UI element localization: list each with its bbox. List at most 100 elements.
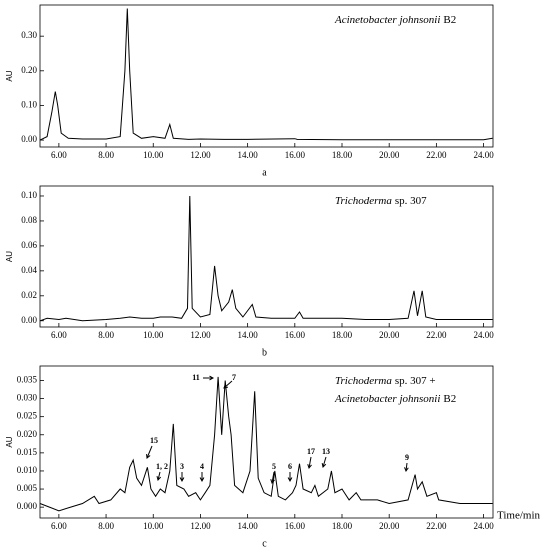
- annotation: Trichoderma sp. 307 +: [335, 375, 436, 387]
- annotation: Acinetobacter johnsonii B2: [334, 14, 456, 26]
- x-tick-label: 10.00: [143, 521, 164, 531]
- x-tick-label: 22.00: [426, 521, 447, 531]
- x-tick-label: 22.00: [426, 330, 447, 340]
- x-tick-label: 24.00: [473, 330, 494, 340]
- peak-label: 17: [307, 447, 315, 456]
- peak-arrowhead: [321, 462, 327, 468]
- peak-arrow: [322, 456, 327, 468]
- annotation-part: Acinetobacter johnsonii: [334, 393, 440, 405]
- x-tick-label: 18.00: [332, 150, 353, 160]
- chromatogram-line: [39, 376, 493, 512]
- x-axis-label: Time/min: [497, 510, 540, 522]
- y-tick-label: 0.00: [21, 134, 37, 144]
- peak-arrowhead: [287, 477, 293, 483]
- peak-arrow: [405, 462, 408, 472]
- peak-arrowhead: [209, 375, 215, 381]
- annotation-part: sp. 307 +: [395, 375, 436, 387]
- annotation-part: B2: [443, 14, 456, 26]
- peak-arrowhead: [179, 477, 185, 483]
- plot-frame: [39, 4, 494, 148]
- x-tick-label: 6.00: [51, 150, 67, 160]
- x-tick-label: 8.00: [98, 150, 114, 160]
- panel-caption: c: [262, 538, 267, 549]
- y-tick-label: 0.04: [21, 265, 37, 275]
- x-tick-label: 16.00: [285, 521, 306, 531]
- y-tick-label: 0.02: [21, 290, 37, 300]
- x-tick-label: 14.00: [238, 330, 259, 340]
- x-tick-label: 8.00: [98, 521, 114, 531]
- peak-arrowhead: [146, 453, 151, 459]
- peak-label: 7: [232, 373, 236, 382]
- annotation-part: Trichoderma: [335, 375, 392, 387]
- y-axis-label: AU: [5, 251, 14, 262]
- peak-arrowhead: [270, 479, 275, 485]
- x-tick-label: 14.00: [238, 521, 259, 531]
- annotation-part: B2: [443, 393, 456, 405]
- x-tick-label: 22.00: [426, 150, 447, 160]
- peak-label: 11: [192, 373, 200, 382]
- y-tick-label: 0.030: [17, 393, 38, 403]
- x-tick-label: 12.00: [190, 150, 211, 160]
- x-tick-label: 24.00: [473, 521, 494, 531]
- peak-arrowhead: [404, 467, 409, 473]
- x-tick-label: 8.00: [98, 330, 114, 340]
- peak-label: 13: [322, 447, 330, 456]
- x-tick-label: 16.00: [285, 330, 306, 340]
- peak-arrow: [223, 380, 233, 389]
- annotation: Trichoderma sp. 307: [335, 195, 427, 207]
- x-tick-label: 10.00: [143, 330, 164, 340]
- peak-arrowhead: [307, 464, 312, 470]
- peak-arrow: [157, 471, 161, 481]
- x-tick-label: 12.00: [190, 521, 211, 531]
- peak-label: 5: [272, 462, 276, 471]
- peak-label: 1, 2: [156, 462, 168, 471]
- y-tick-label: 0.08: [21, 215, 37, 225]
- y-tick-label: 0.10: [21, 190, 37, 200]
- peak-label: 9: [405, 453, 409, 462]
- x-tick-label: 14.00: [238, 150, 259, 160]
- peak-label: 3: [180, 462, 184, 471]
- y-tick-label: 0.20: [21, 65, 37, 75]
- peak-label: 15: [150, 436, 158, 445]
- peak-arrowhead: [223, 384, 229, 389]
- peak-label: 6: [288, 462, 292, 471]
- x-tick-label: 6.00: [51, 521, 67, 531]
- annotation-part: sp. 307: [395, 195, 427, 207]
- panel-caption: a: [262, 167, 267, 178]
- peak-label: 4: [200, 462, 204, 471]
- y-tick-label: 0.020: [17, 429, 38, 439]
- x-tick-label: 10.00: [143, 150, 164, 160]
- y-tick-label: 0.000: [17, 501, 38, 511]
- y-tick-label: 0.035: [17, 375, 38, 385]
- y-axis-label: AU: [5, 70, 14, 81]
- chromatogram-line: [39, 195, 493, 322]
- y-axis-label: AU: [5, 436, 14, 447]
- x-tick-label: 6.00: [51, 330, 67, 340]
- peak-arrowhead: [199, 477, 205, 483]
- y-tick-label: 0.10: [21, 100, 37, 110]
- y-tick-label: 0.06: [21, 240, 37, 250]
- x-tick-label: 18.00: [332, 521, 353, 531]
- annotation: Acinetobacter johnsonii B2: [334, 393, 456, 405]
- peak-arrow: [308, 456, 312, 469]
- y-tick-label: 0.010: [17, 465, 38, 475]
- y-tick-label: 0.00: [21, 315, 37, 325]
- annotation-part: Acinetobacter johnsonii: [334, 14, 440, 26]
- panel-caption: b: [262, 347, 267, 358]
- x-tick-label: 18.00: [332, 330, 353, 340]
- x-tick-label: 16.00: [285, 150, 306, 160]
- y-tick-label: 0.005: [17, 483, 38, 493]
- x-tick-label: 20.00: [379, 330, 400, 340]
- peak-arrow: [146, 445, 153, 459]
- y-tick-label: 0.015: [17, 447, 38, 457]
- plot-frame: [39, 185, 494, 328]
- x-tick-label: 20.00: [379, 150, 400, 160]
- x-tick-label: 12.00: [190, 330, 211, 340]
- y-tick-label: 0.025: [17, 411, 38, 421]
- annotation-part: Trichoderma: [335, 195, 392, 207]
- x-tick-label: 24.00: [473, 150, 494, 160]
- plot-frame: [39, 365, 494, 519]
- peak-arrow: [271, 471, 275, 484]
- chromatogram-line: [39, 8, 493, 141]
